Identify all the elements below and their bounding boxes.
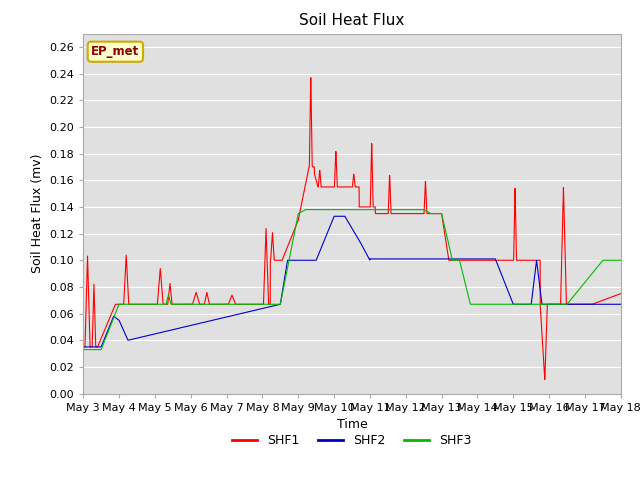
Line: SHF1: SHF1 [83,78,621,379]
SHF3 [195,301,202,307]
Line: SHF2: SHF2 [83,216,621,347]
SHF1 [79,344,87,350]
SHF2 [617,301,625,307]
SHF3 [617,257,625,263]
SHF1 [195,297,202,303]
SHF1 [230,296,237,301]
SHF3 [230,301,237,307]
SHF2 [566,301,573,307]
SHF3 [79,347,87,352]
SHF3 [414,207,422,213]
SHF1 [414,211,422,216]
Title: Soil Heat Flux: Soil Heat Flux [300,13,404,28]
SHF2 [617,301,625,307]
SHF1 [541,376,548,382]
SHF3 [404,207,412,213]
SHF1 [307,75,315,81]
SHF2 [414,256,422,262]
SHF1 [566,301,574,307]
X-axis label: Time: Time [337,418,367,431]
SHF1 [617,291,625,297]
SHF1 [404,211,412,216]
SHF3 [566,298,573,304]
SHF2 [404,256,412,262]
Text: EP_met: EP_met [92,45,140,58]
SHF1 [617,291,625,297]
SHF2 [330,214,338,219]
SHF2 [230,312,237,318]
Y-axis label: Soil Heat Flux (mv): Soil Heat Flux (mv) [31,154,44,273]
SHF2 [195,321,202,326]
Line: SHF3: SHF3 [83,210,621,349]
SHF3 [301,207,309,213]
SHF3 [617,257,625,263]
Legend: SHF1, SHF2, SHF3: SHF1, SHF2, SHF3 [227,429,477,452]
SHF2 [79,344,87,350]
